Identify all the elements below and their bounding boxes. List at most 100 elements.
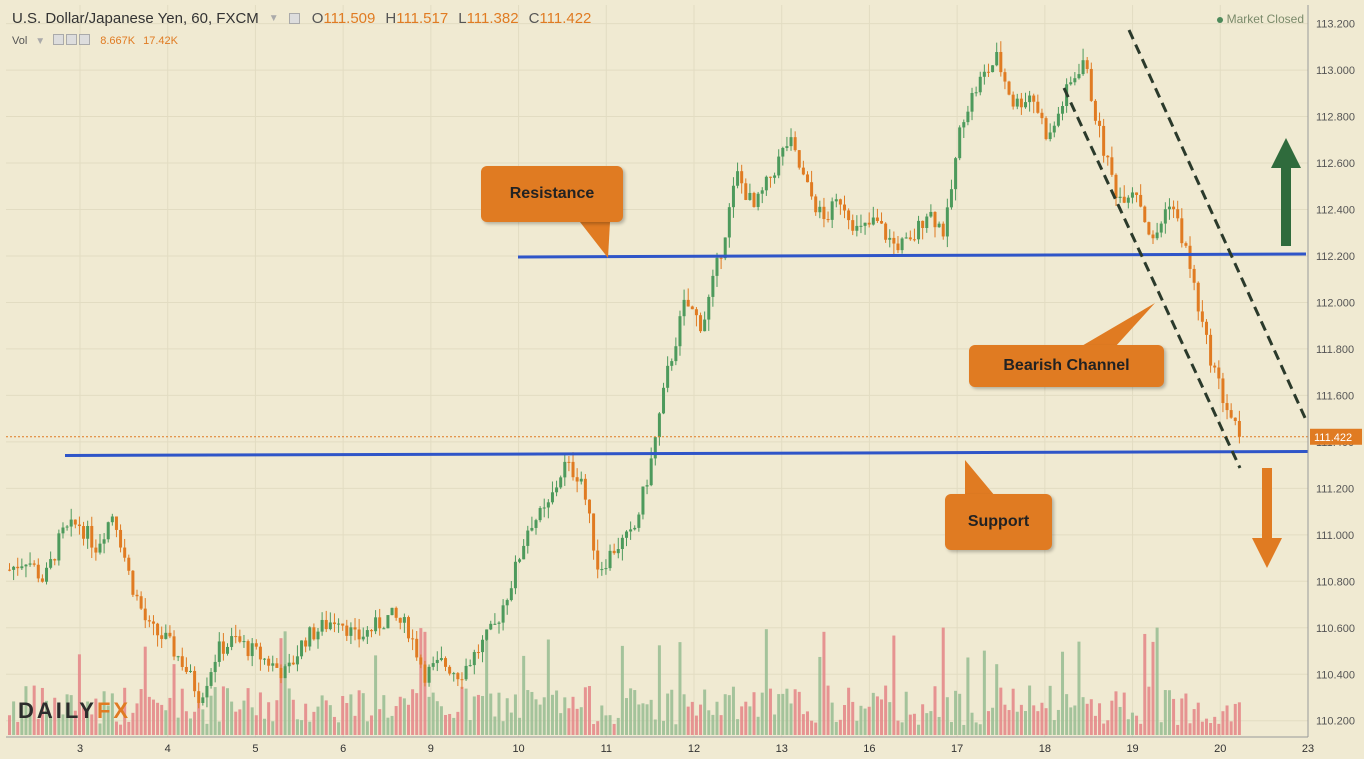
candle-body <box>620 537 624 550</box>
volume-bar <box>616 717 620 735</box>
volume-bar <box>197 702 201 735</box>
volume-bar <box>884 685 888 735</box>
candle-body <box>1204 321 1208 335</box>
candle-body <box>328 622 332 630</box>
chevron-down-icon[interactable]: ▼ <box>268 13 279 24</box>
candle-body <box>147 620 151 622</box>
candle-body <box>1233 417 1237 421</box>
candle-body <box>1184 243 1188 246</box>
volume-label[interactable]: Vol <box>12 35 28 47</box>
candle-body <box>657 413 661 438</box>
volume-bar <box>880 699 884 735</box>
candle-body <box>847 210 851 221</box>
volume-value-1: 8.667K <box>100 35 136 47</box>
candle-body <box>151 621 155 624</box>
candle-body <box>805 174 809 183</box>
axes: 113.200 113.000 112.800 112.600 112.400 112.2… <box>6 5 1362 755</box>
candle-body <box>1159 223 1163 233</box>
candle-body <box>1015 98 1019 107</box>
volume-bar <box>365 721 369 735</box>
candle-body <box>312 627 316 640</box>
y-tick-label: 112.600 <box>1316 158 1355 170</box>
y-tick-label: 111.200 <box>1316 483 1354 495</box>
volume-bar <box>164 710 168 735</box>
candle-body <box>156 623 160 636</box>
volume-value-2: 17.42K <box>143 35 178 47</box>
candle-body <box>1032 95 1036 102</box>
volume-bar <box>670 689 674 735</box>
volume-bar <box>267 702 271 735</box>
candle-body <box>1126 197 1130 203</box>
candle-body <box>546 502 550 508</box>
candle-body <box>637 514 641 528</box>
candle-body <box>851 220 855 231</box>
symbol-title[interactable]: U.S. Dollar/Japanese Yen, 60, FXCM <box>12 10 259 27</box>
volume-bar <box>1155 627 1159 735</box>
volume-bar <box>1036 711 1040 735</box>
volume-bar <box>394 706 398 735</box>
candle-body <box>978 76 982 93</box>
volume-bar <box>579 707 583 735</box>
volume-bar <box>949 722 953 735</box>
volume-bar <box>875 696 879 735</box>
settings-icon[interactable] <box>66 34 78 45</box>
candle-body <box>1225 403 1229 411</box>
volume-bar <box>123 687 127 735</box>
volume-bar <box>999 687 1003 735</box>
volume-bar <box>1229 721 1233 735</box>
candle-body <box>579 478 583 482</box>
volume-bar <box>8 715 11 735</box>
candle-body <box>958 127 962 159</box>
candle-body <box>308 627 312 647</box>
close-icon[interactable] <box>79 34 91 45</box>
volume-bar <box>587 686 591 735</box>
settings-icon[interactable] <box>288 13 300 24</box>
candle-body <box>279 667 283 679</box>
x-tick-label: 13 <box>776 743 788 755</box>
candle-body <box>139 596 143 609</box>
volume-bar <box>756 716 760 735</box>
volume-bar <box>1093 715 1097 735</box>
candle-body <box>1052 125 1056 133</box>
volume-bar <box>958 693 962 735</box>
volume-bar <box>690 701 694 735</box>
candle-body <box>995 51 999 66</box>
candle-body <box>390 607 394 616</box>
volume-bar <box>571 696 575 735</box>
candle-body <box>230 636 234 647</box>
candle-body <box>45 567 49 582</box>
candle-body <box>98 543 102 553</box>
candle-body <box>904 237 908 239</box>
candle-body <box>933 211 937 228</box>
candle-body <box>497 622 501 624</box>
candle-body <box>1180 218 1184 244</box>
volume-bar <box>867 706 871 735</box>
candle-body <box>205 685 209 698</box>
volume-bar <box>201 709 205 735</box>
eye-icon[interactable] <box>53 34 65 45</box>
volume-bar <box>110 693 114 735</box>
volume-bar <box>731 686 735 735</box>
volume-bar <box>481 695 485 735</box>
candle-body <box>1098 120 1102 126</box>
candle-body <box>337 623 341 625</box>
candle-body <box>386 615 390 629</box>
chevron-down-icon[interactable]: ▼ <box>35 35 46 47</box>
candle-body <box>818 206 822 213</box>
candle-body <box>209 672 213 686</box>
volume-bar <box>1048 685 1052 735</box>
candle-body <box>616 549 620 554</box>
candle-body <box>160 635 164 639</box>
volume-bar <box>464 688 468 735</box>
candle-body <box>567 461 571 463</box>
volume-bar <box>1003 704 1007 735</box>
volume-bar <box>1032 705 1036 735</box>
volume-bar <box>509 712 513 735</box>
candle-body <box>518 559 522 562</box>
volume-bar <box>1233 703 1237 735</box>
volume-bar <box>1098 703 1102 735</box>
volume-bar <box>369 715 373 735</box>
candle-body <box>427 666 431 683</box>
dailyfx-logo: DAILYFX <box>18 698 131 724</box>
candle-body <box>1007 81 1011 95</box>
